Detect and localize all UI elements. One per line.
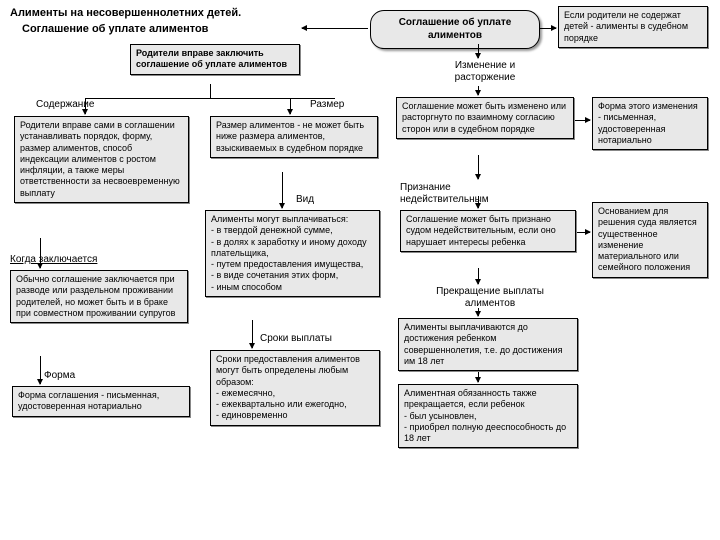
arrow (540, 28, 556, 29)
arrow (252, 320, 253, 348)
label-srok: Сроки выплаты (260, 333, 332, 345)
box-invalid: Соглашение может быть признано судом нед… (400, 210, 576, 252)
box-stop-1: Алименты выплачиваются до достижения реб… (398, 318, 578, 371)
arrow (302, 28, 368, 29)
box-stop-2: Алиментная обязанность также прекращаетс… (398, 384, 578, 448)
arrow (40, 238, 41, 268)
box-vid: Алименты могут выплачиваться: - в твердо… (205, 210, 380, 297)
label-change: Изменение и расторжение (440, 60, 530, 84)
arrow (478, 308, 479, 316)
box-court-order: Если родители не содержат детей - алимен… (558, 6, 708, 48)
arrow (85, 98, 86, 114)
label-when: Когда заключается (10, 254, 97, 266)
arrow (478, 268, 479, 284)
label-vid: Вид (296, 194, 314, 206)
arrow (478, 86, 479, 95)
page-title-1: Алименты на несовершеннолетних детей. (10, 6, 320, 20)
box-content: Родители вправе сами в соглашении устана… (14, 116, 189, 203)
label-form: Форма (44, 370, 75, 382)
box-form: Форма соглашения - письменная, удостовер… (12, 386, 190, 417)
arrow (577, 232, 590, 233)
capsule-main: Соглашение об уплате алиментов (370, 10, 540, 49)
label-invalid: Признание недействительным (400, 182, 520, 206)
page-title-2: Соглашение об уплате алиментов (22, 22, 322, 36)
box-grounds: Основанием для решения суда является сущ… (592, 202, 708, 278)
arrow (478, 196, 479, 208)
box-when: Обычно соглашение заключается при развод… (10, 270, 188, 323)
arrow (282, 172, 283, 208)
arrow (478, 155, 479, 179)
arrow (478, 44, 479, 58)
arrow (478, 372, 479, 382)
box-change: Соглашение может быть изменено или расто… (396, 97, 574, 139)
box-size: Размер алиментов - не может быть ниже ра… (210, 116, 378, 158)
arrow (40, 356, 41, 384)
label-size: Размер (310, 99, 344, 111)
box-change-form: Форма этого изменения - письменная, удос… (592, 97, 708, 150)
arrow (85, 98, 335, 99)
arrow (290, 98, 291, 114)
box-srok: Сроки предоставления алиментов могут быт… (210, 350, 380, 426)
arrow (210, 84, 211, 98)
label-stop: Прекращение выплаты алиментов (420, 286, 560, 310)
box-parents-agree: Родители вправе заключить соглашение об … (130, 44, 300, 75)
arrow (575, 120, 590, 121)
